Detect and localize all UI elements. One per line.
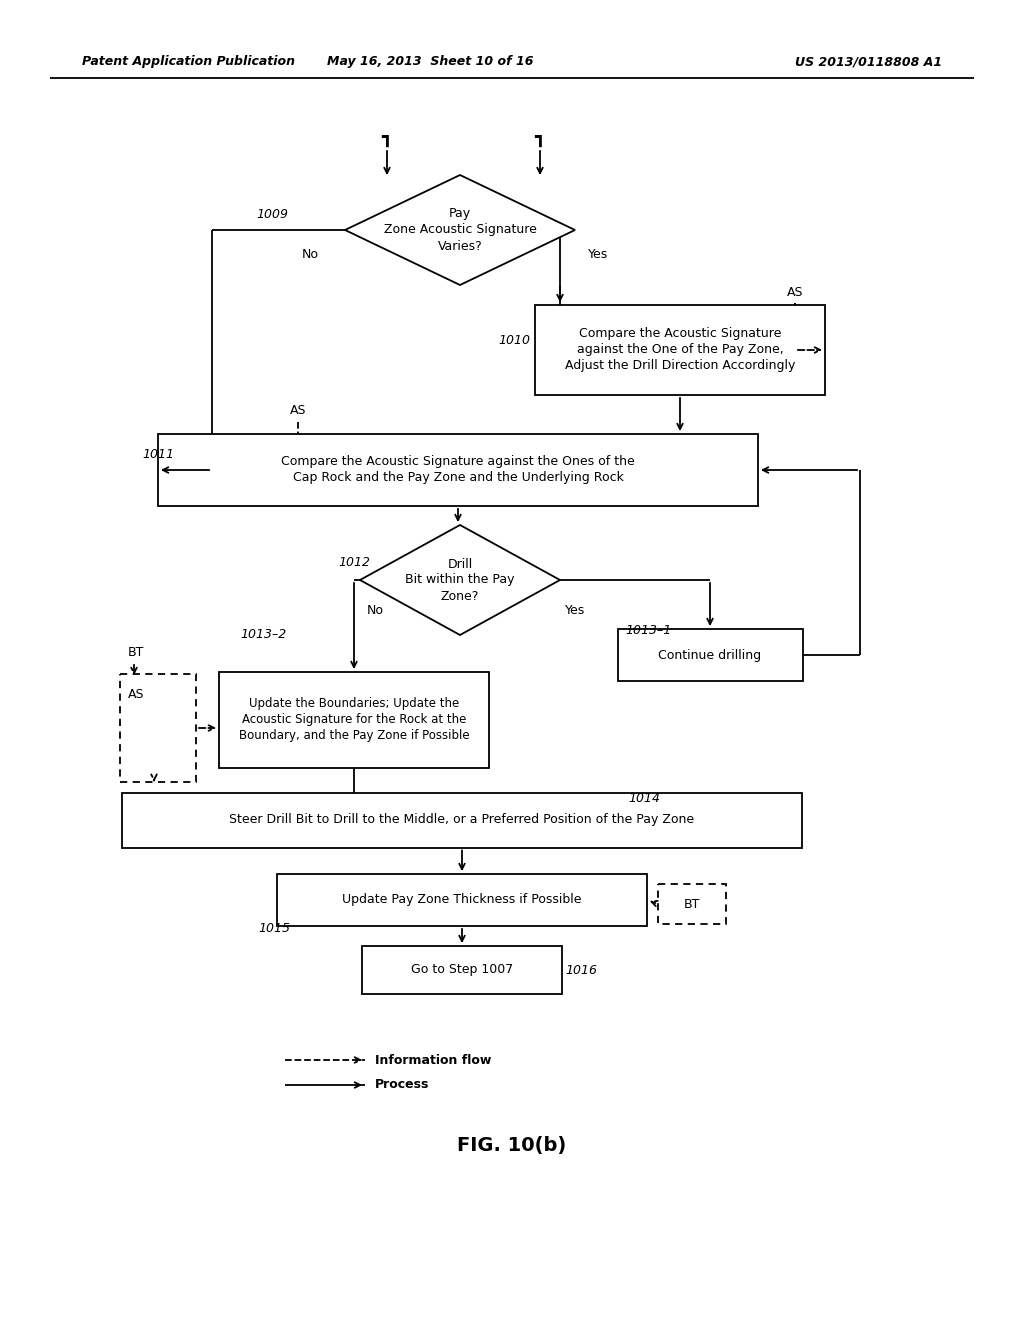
- Text: FIG. 10(b): FIG. 10(b): [458, 1135, 566, 1155]
- Text: Process: Process: [375, 1078, 429, 1092]
- Text: 1011: 1011: [142, 449, 174, 462]
- Bar: [219, 672, 489, 768]
- Bar: [278, 874, 647, 927]
- Text: Drill
Bit within the Pay
Zone?: Drill Bit within the Pay Zone?: [406, 557, 515, 602]
- Text: US 2013/0118808 A1: US 2013/0118808 A1: [795, 55, 942, 69]
- Text: 1014: 1014: [628, 792, 660, 804]
- Text: AS: AS: [786, 285, 803, 298]
- Text: Steer Drill Bit to Drill to the Middle, or a Preferred Position of the Pay Zone: Steer Drill Bit to Drill to the Middle, …: [229, 813, 694, 826]
- Bar: [362, 946, 562, 994]
- Text: Yes: Yes: [588, 248, 608, 261]
- Text: AS: AS: [290, 404, 306, 417]
- Text: BT: BT: [128, 645, 144, 659]
- Text: No: No: [301, 248, 318, 261]
- Text: No: No: [367, 603, 384, 616]
- Text: Patent Application Publication: Patent Application Publication: [82, 55, 295, 69]
- Bar: [158, 434, 758, 506]
- Text: 1013–1: 1013–1: [625, 623, 672, 636]
- Text: Update the Boundaries; Update the
Acoustic Signature for the Rock at the
Boundar: Update the Boundaries; Update the Acoust…: [239, 697, 469, 742]
- Bar: [122, 792, 802, 847]
- Text: Update Pay Zone Thickness if Possible: Update Pay Zone Thickness if Possible: [342, 894, 582, 907]
- Text: 1012: 1012: [338, 557, 370, 569]
- Bar: [658, 884, 726, 924]
- Text: 1015: 1015: [258, 921, 290, 935]
- Text: 1016: 1016: [565, 964, 597, 977]
- Text: May 16, 2013  Sheet 10 of 16: May 16, 2013 Sheet 10 of 16: [327, 55, 534, 69]
- Text: Compare the Acoustic Signature against the Ones of the
Cap Rock and the Pay Zone: Compare the Acoustic Signature against t…: [282, 455, 635, 484]
- Text: AS: AS: [128, 688, 144, 701]
- Text: Information flow: Information flow: [375, 1053, 492, 1067]
- Text: 1013–2: 1013–2: [240, 628, 287, 642]
- Text: Go to Step 1007: Go to Step 1007: [411, 964, 513, 977]
- Text: BT: BT: [684, 898, 700, 911]
- Text: Compare the Acoustic Signature
against the One of the Pay Zone,
Adjust the Drill: Compare the Acoustic Signature against t…: [565, 327, 796, 372]
- Text: Pay
Zone Acoustic Signature
Varies?: Pay Zone Acoustic Signature Varies?: [384, 207, 537, 252]
- Text: ┓: ┓: [535, 129, 546, 147]
- Bar: [535, 305, 825, 395]
- Bar: [617, 630, 803, 681]
- Text: 1009: 1009: [256, 209, 288, 222]
- Text: 1010: 1010: [498, 334, 530, 346]
- Text: Yes: Yes: [565, 603, 585, 616]
- Polygon shape: [360, 525, 560, 635]
- Bar: [120, 675, 196, 781]
- Text: Continue drilling: Continue drilling: [658, 648, 762, 661]
- Text: ┓: ┓: [382, 129, 392, 147]
- Polygon shape: [345, 176, 575, 285]
